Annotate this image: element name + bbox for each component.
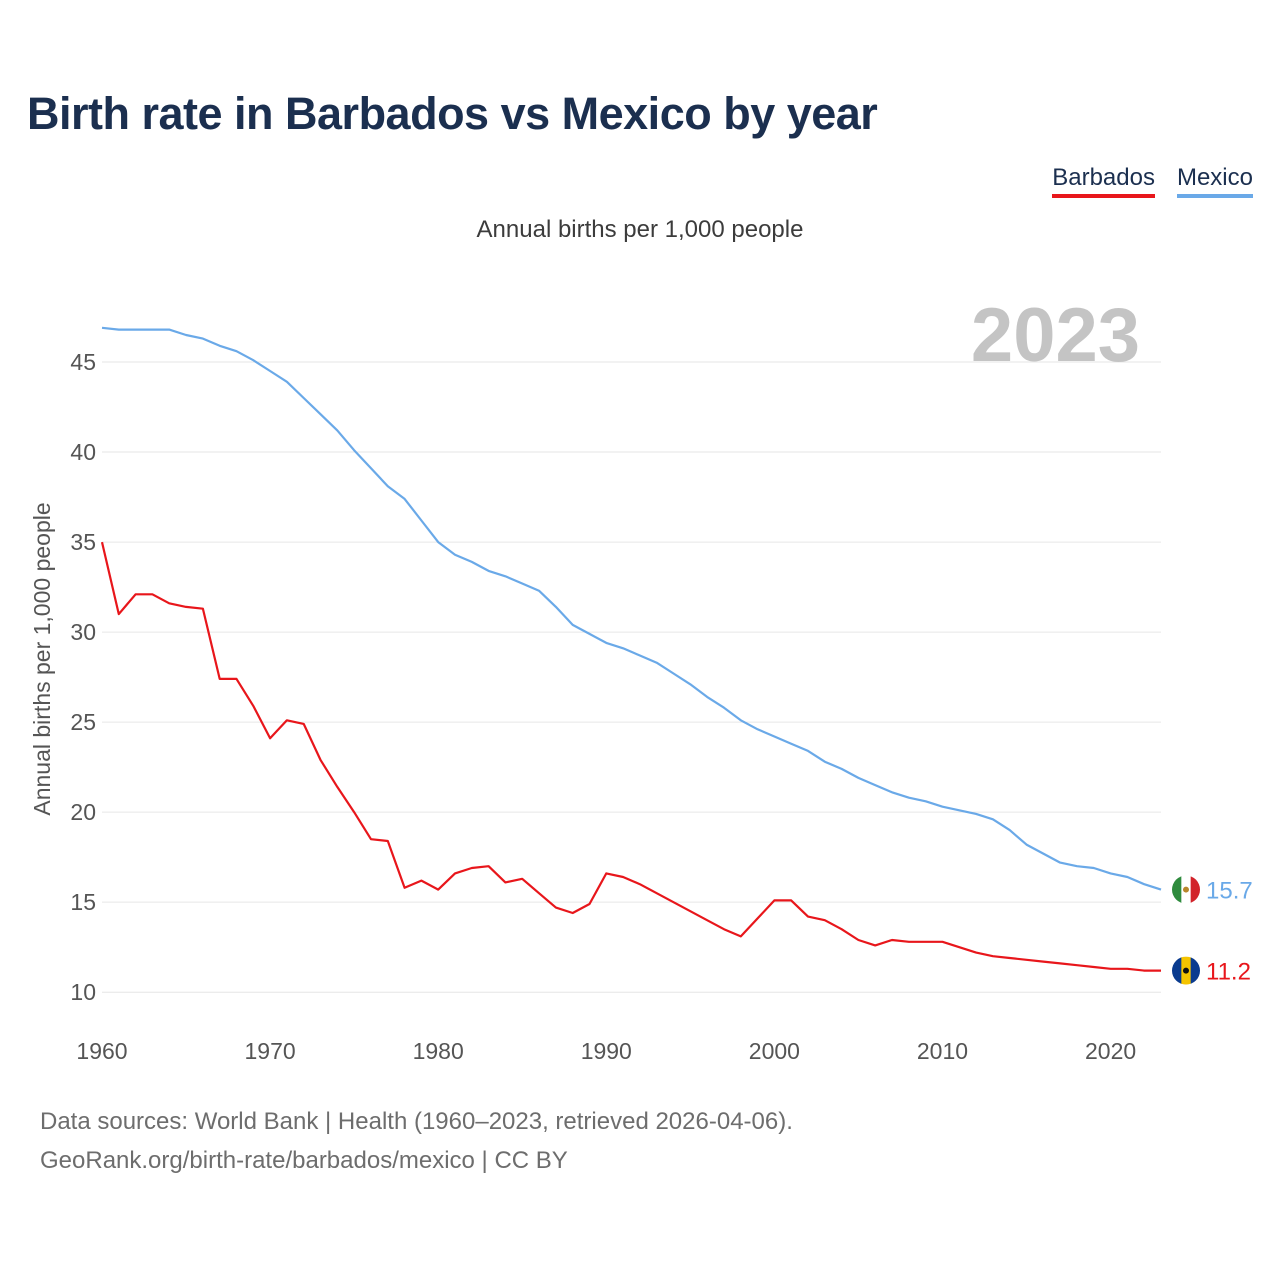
chart-subtitle: Annual births per 1,000 people: [476, 216, 804, 243]
y-tick-label-10: 10: [70, 979, 96, 1005]
series-line-mexico: [101, 326, 1162, 891]
legend-item-barbados[interactable]: Barbados: [1052, 164, 1155, 198]
source-url: GeoRank.org/birth-rate/barbados/mexico |…: [40, 1147, 568, 1174]
x-tick-label-1970: 1970: [245, 1038, 296, 1064]
y-tick-label-15: 15: [70, 889, 96, 915]
x-tick-label-1960: 1960: [76, 1038, 127, 1064]
y-axis-label: Annual births per 1,000 people: [29, 502, 55, 815]
year-label: 2023: [971, 293, 1140, 378]
y-tick-label-45: 45: [70, 349, 96, 375]
x-tick-label-1990: 1990: [581, 1038, 632, 1064]
y-tick-label-35: 35: [70, 529, 96, 555]
end-label-mexico: 15.7: [1206, 878, 1253, 905]
chart-title: Birth rate in Barbados vs Mexico by year: [27, 88, 878, 139]
legend: Barbados Mexico: [1052, 164, 1253, 198]
source-note: Data sources: World Bank | Health (1960–…: [40, 1108, 793, 1135]
series-line-barbados: [100, 541, 1161, 972]
x-tick-label-1980: 1980: [413, 1038, 464, 1064]
flag-barbados-icon: [1172, 956, 1200, 985]
legend-item-mexico[interactable]: Mexico: [1176, 164, 1253, 198]
end-label-barbados: 11.2: [1206, 959, 1251, 986]
y-tick-label-30: 30: [70, 619, 96, 645]
x-tick-label-2020: 2020: [1085, 1038, 1136, 1064]
flag-mexico-icon: [1172, 875, 1200, 904]
x-tick-label-2010: 2010: [917, 1038, 968, 1064]
y-tick-label-40: 40: [70, 439, 96, 465]
y-tick-label-20: 20: [70, 799, 96, 825]
x-tick-label-2000: 2000: [749, 1038, 800, 1064]
y-tick-label-25: 25: [70, 709, 96, 735]
